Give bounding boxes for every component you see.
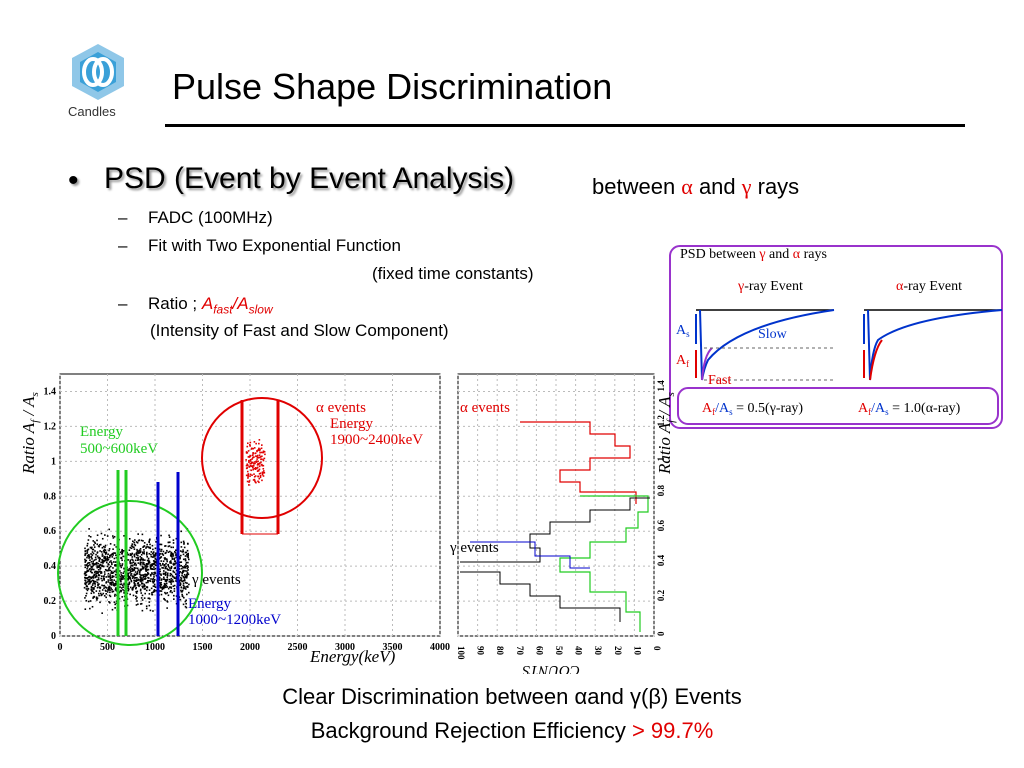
- hist-x-tick: 0: [652, 646, 662, 651]
- sub-item-fadc: FADC (100MHz): [148, 208, 273, 227]
- hist-y-tick: 1: [656, 456, 666, 461]
- alpha-histogram-line: [520, 421, 637, 504]
- scatter-y-label: Ratio Af / As: [20, 392, 41, 475]
- scatter-alpha-energy2: 1900~2400keV: [330, 432, 423, 448]
- hist-x-tick: 10: [632, 646, 642, 656]
- scatter-y-tick: 1.4: [44, 386, 57, 397]
- sub-dash-2: –: [118, 236, 128, 255]
- hist-y-tick: 0.2: [656, 589, 666, 601]
- scatter-alpha-energy1: Energy: [330, 416, 374, 432]
- hist-x-tick: 80: [495, 646, 505, 656]
- scatter-y-tick: 0.6: [44, 526, 57, 537]
- sub-dash-3: –: [118, 294, 128, 313]
- scatter-x-ticks: 0 500 1000 1500 2000 2500 3000 3500 4000: [58, 642, 451, 653]
- as-label: As: [676, 323, 690, 339]
- scatter-x-tick: 1500: [193, 642, 213, 653]
- footer-line-2: Background Rejection Efficiency > 99.7%: [310, 718, 714, 743]
- scatter-x-tick: 1000: [145, 642, 165, 653]
- hist-alpha-label: α events: [460, 400, 510, 416]
- ratio-gamma: Af/As = 0.5(γ-ray): [702, 401, 803, 417]
- scatter-alpha-label: α events: [316, 400, 366, 416]
- title-divider: [165, 124, 965, 127]
- scatter-y-tick: 1.2: [44, 421, 57, 432]
- scatter-y-tick: 0.8: [44, 491, 57, 502]
- af-label: Af: [676, 353, 689, 369]
- scatter-green-energy1: Energy: [80, 424, 124, 440]
- scatter-y-tick: 0.4: [44, 561, 57, 572]
- scatter-x-tick: 500: [100, 642, 115, 653]
- scatter-plot: 0 500 1000 1500 2000 2500 3000 3500 4000 0 0.2 0.4…: [20, 373, 451, 666]
- hist-y-tick: 1.2: [656, 415, 666, 427]
- hist-x-tick: 40: [574, 646, 584, 656]
- hist-x-ticks: 100 90 80 70 60 50 40 30 20 10 0: [456, 646, 662, 660]
- scatter-gamma-label: γ events: [191, 572, 241, 588]
- scatter-x-tick: 3500: [383, 642, 403, 653]
- hist-y-tick: 0.4: [656, 554, 666, 566]
- ratio-alpha: Af/As = 1.0(α-ray): [858, 401, 961, 417]
- scatter-y-ticks: 0 0.2 0.4 0.6 0.8 1 1.2 1.4: [44, 386, 57, 642]
- hist-y-tick: 1.4: [656, 380, 666, 392]
- psd-inset-diagram: PSD between γ and α rays γ-ray Event α-r…: [669, 245, 1003, 429]
- gamma-selection-circle: [57, 500, 203, 646]
- hist-x-tick: 60: [534, 646, 544, 656]
- hist-x-tick: 20: [613, 646, 623, 656]
- sub-item-fixed: (fixed time constants): [372, 264, 534, 283]
- bullet-main: PSD (Event by Event Analysis): [104, 162, 515, 195]
- gamma-histogram-line: [559, 495, 649, 632]
- hist-y-tick: 0: [656, 631, 666, 636]
- footer-line-1: Clear Discrimination between αand γ(β) E…: [282, 684, 742, 709]
- hist-y-label: Ratio Af / As: [655, 392, 677, 475]
- alpha-event-label: α-ray Event: [896, 279, 962, 294]
- slow-label: Slow: [758, 327, 788, 342]
- hist-x-tick: 90: [476, 646, 486, 656]
- logo-label: Candles: [68, 104, 116, 119]
- hist-x-tick: 70: [515, 646, 525, 656]
- sub-item-intensity: (Intensity of Fast and Slow Component): [150, 321, 449, 340]
- hist-y-ticks: 0 0.2 0.4 0.6 0.8 1 1.2 1.4: [656, 380, 666, 636]
- hist-x-tick: 30: [593, 646, 603, 656]
- slide-title: Pulse Shape Discrimination: [172, 66, 613, 107]
- hist-x-label: COUNTS: [522, 662, 580, 674]
- total-histogram-line: [460, 497, 650, 622]
- ratio-histogram: 100 90 80 70 60 50 40 30 20 10 0 00.20.40.60.811.2…: [449, 373, 677, 674]
- between-text: between α and γ rays: [592, 174, 800, 199]
- alpha-selection-circle: [201, 397, 323, 519]
- scatter-x-tick: 2000: [240, 642, 260, 653]
- hist-gamma-label: γ events: [449, 540, 499, 556]
- fast-label: Fast: [708, 373, 731, 388]
- scatter-green-energy2: 500~600keV: [80, 441, 158, 457]
- sub-dash-1: –: [118, 208, 128, 227]
- hist-x-tick: 100: [456, 646, 466, 660]
- scatter-blue-energy1: Energy: [188, 596, 232, 612]
- scatter-x-label: Energy(keV): [309, 647, 396, 666]
- gamma-event-label: γ-ray Event: [737, 279, 803, 294]
- scatter-blue-energy2: 1000~1200keV: [188, 612, 281, 628]
- scatter-x-tick: 4000: [430, 642, 450, 653]
- scatter-x-tick: 2500: [288, 642, 308, 653]
- sub-item-ratio: Ratio ; Afast/Aslow: [148, 294, 273, 317]
- scatter-y-tick: 0: [51, 631, 56, 642]
- bullet-icon: •: [68, 164, 79, 197]
- blue-histogram-line: [470, 541, 590, 569]
- scatter-x-tick: 0: [58, 642, 63, 653]
- hist-y-tick: 0.6: [656, 519, 666, 531]
- scatter-y-tick: 0.2: [44, 596, 57, 607]
- hist-y-tick: 0.8: [656, 485, 666, 497]
- hist-grid: [457, 374, 655, 637]
- scatter-y-tick: 1: [51, 456, 56, 467]
- candles-logo: [72, 44, 124, 100]
- sub-item-fit: Fit with Two Exponential Function: [148, 236, 401, 255]
- hist-x-tick: 50: [554, 646, 564, 656]
- inset-title: PSD between γ and α rays: [680, 247, 827, 262]
- scatter-x-tick: 3000: [335, 642, 355, 653]
